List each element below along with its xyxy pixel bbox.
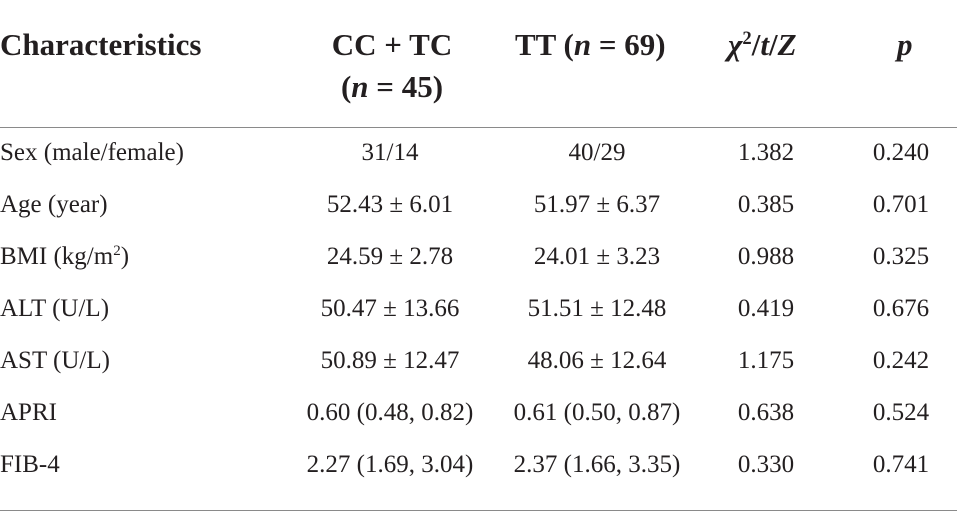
label-text: ALT (U/L): [0, 295, 110, 322]
row-label: APRI: [0, 399, 57, 427]
label-text: AST (U/L): [0, 347, 110, 374]
table-cell: 24.01 ± 3.23: [533, 243, 661, 270]
label-text: 2: [113, 243, 121, 259]
label-text: Age (year): [0, 191, 108, 218]
table-cell: 0.325: [872, 243, 930, 270]
header-text: /: [751, 27, 761, 62]
table-cell: 51.51 ± 12.48: [527, 295, 667, 322]
table-cell: 0.524: [872, 399, 930, 426]
table-cell: 31/14: [361, 139, 419, 166]
rule: [0, 127, 957, 128]
row-label: AST (U/L): [0, 347, 110, 375]
table-cell: 0.240: [872, 139, 930, 166]
label-text: FIB-4: [0, 451, 60, 478]
table-cell: 24.59 ± 2.78: [326, 243, 454, 270]
header-text: n: [351, 69, 369, 104]
header-text: CC + TC: [331, 27, 453, 62]
table-cell: 50.89 ± 12.47: [320, 347, 460, 374]
header-cell: Characteristics: [0, 27, 202, 62]
table-cell: 50.47 ± 13.66: [320, 295, 460, 322]
header-text: p: [897, 27, 913, 62]
table-cell: 0.701: [872, 191, 930, 218]
table-cell: 48.06 ± 12.64: [527, 347, 667, 374]
table-cell: 40/29: [568, 139, 626, 166]
table-cell: 1.382: [737, 139, 795, 166]
label-text: BMI (kg/m: [0, 243, 114, 270]
row-label: FIB-4: [0, 451, 60, 479]
table-cell: 1.175: [737, 347, 795, 374]
header-text: (: [340, 69, 352, 104]
header-cell: p: [897, 24, 913, 66]
header-text: = 45): [368, 69, 444, 104]
table-cell: 0.330: [737, 451, 795, 478]
header-text: χ: [728, 27, 743, 62]
rule: [0, 510, 957, 511]
row-label: Age (year): [0, 191, 108, 219]
header-text: TT (: [515, 27, 574, 62]
row-label: BMI (kg/m2): [0, 243, 129, 271]
header-text: /: [768, 27, 778, 62]
table-cell: 0.638: [737, 399, 795, 426]
header-cell: χ2/t/Z: [728, 24, 797, 66]
label-text: Sex (male/female): [0, 139, 184, 166]
table-cell: 0.419: [737, 295, 795, 322]
table-cell: 51.97 ± 6.37: [533, 191, 661, 218]
header-cell: CC + TC (n = 45): [322, 24, 462, 108]
row-label: Sex (male/female): [0, 139, 184, 167]
table-cell: 0.676: [872, 295, 930, 322]
header-cell: TT (n = 69): [515, 24, 666, 66]
table-cell: 2.37 (1.66, 3.35): [513, 451, 681, 478]
table-cell: 0.741: [872, 451, 930, 478]
label-text: ): [120, 243, 130, 270]
header-text: Z: [777, 27, 797, 62]
table-cell: 0.988: [737, 243, 795, 270]
label-text: APRI: [0, 399, 57, 426]
table-cell: 52.43 ± 6.01: [326, 191, 454, 218]
header-text: n: [573, 27, 592, 62]
table-cell: 0.60 (0.48, 0.82): [306, 399, 474, 426]
header-text: t: [760, 27, 769, 62]
row-label: ALT (U/L): [0, 295, 109, 323]
header-text: = 69): [591, 27, 666, 62]
table-cell: 0.242: [872, 347, 930, 374]
table-cell: 2.27 (1.69, 3.04): [306, 451, 474, 478]
header-text: 2: [742, 27, 752, 49]
table-cell: 0.385: [737, 191, 795, 218]
table-cell: 0.61 (0.50, 0.87): [513, 399, 681, 426]
